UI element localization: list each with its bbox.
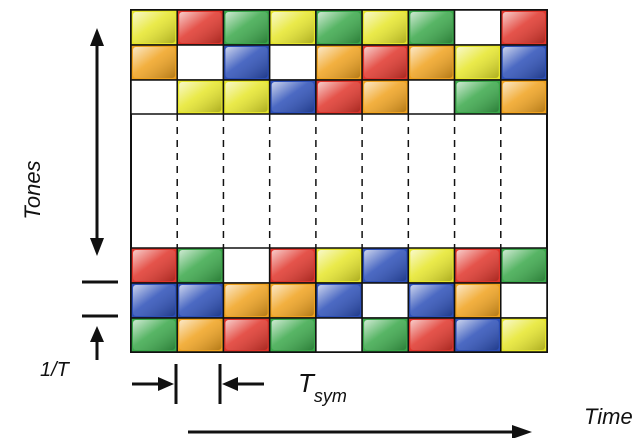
tone-cell-gloss (271, 320, 314, 350)
tone-cell-bottom-r2-c9-empty (500, 282, 548, 319)
tone-cell-gloss (502, 47, 545, 78)
tone-cell-gloss (456, 82, 499, 112)
tone-cell-gloss (410, 285, 453, 316)
tone-cell-gloss (225, 12, 268, 43)
tone-cell-gloss (317, 250, 361, 281)
tone-cell-gloss (271, 82, 314, 112)
tone-cell-gloss (179, 320, 222, 350)
symbol-period-label: Tsym (298, 368, 347, 406)
tone-cell-top-r2-c2-empty (176, 44, 225, 81)
tone-cell-gloss (179, 82, 222, 112)
tone-cell-gloss (133, 250, 176, 281)
tone-cell-gloss (133, 12, 176, 43)
tone-cell-gloss (456, 320, 499, 350)
tone-cell-gloss (317, 12, 361, 43)
tone-cell-gloss (502, 12, 545, 43)
tone-grid (130, 9, 548, 353)
tone-cell-gloss (364, 12, 407, 43)
tone-cell-gloss (271, 285, 314, 316)
tone-cell-bottom-r1-c3-empty (222, 247, 271, 284)
tone-cell-bottom-r3-c5-empty (315, 317, 363, 353)
tone-cell-gloss (271, 12, 314, 43)
tone-cell-gloss (502, 82, 545, 112)
y-axis-label: Tones (20, 160, 45, 219)
tone-cell-gloss (456, 285, 499, 316)
tone-cell-gloss (225, 285, 268, 316)
tone-cell-gloss (364, 250, 407, 281)
tone-cell-gloss (225, 320, 268, 350)
tone-cell-gloss (410, 47, 453, 78)
tone-cell-gloss (502, 320, 545, 350)
tone-cell-gloss (179, 12, 222, 43)
tone-cell-top-r3-c7-empty (407, 79, 456, 115)
time-axis-arrow (188, 425, 532, 438)
tone-cell-gloss (225, 47, 268, 78)
tone-cell-gloss (179, 250, 222, 281)
tone-cell-top-r2-c4-empty (268, 44, 317, 81)
tone-cell-gloss (133, 47, 176, 78)
tone-cell-gloss (410, 320, 453, 350)
tone-spacing-label: 1/T (40, 359, 71, 381)
tone-cell-gloss (364, 47, 407, 78)
tone-cell-gloss (317, 47, 361, 78)
tone-cell-gloss (271, 250, 314, 281)
tone-cell-top-r3-c1-empty (130, 79, 178, 115)
tone-cell-gloss (225, 82, 268, 112)
tone-cell-gloss (502, 250, 545, 281)
symbol-period-marker (132, 364, 264, 404)
tone-cell-gloss (364, 82, 407, 112)
tone-cell-bottom-r2-c6-empty (361, 282, 410, 319)
tone-spacing-marker (82, 280, 118, 360)
symbol-period-main: T (298, 368, 316, 398)
tone-cell-gloss (133, 285, 176, 316)
tone-cell-gloss (410, 250, 453, 281)
tone-cell-gloss (410, 12, 453, 43)
tones-axis-arrow (90, 28, 104, 256)
x-axis-label: Time (584, 404, 633, 429)
tone-cell-gloss (133, 320, 176, 350)
tone-cell-gloss (456, 250, 499, 281)
tone-cell-gloss (317, 82, 361, 112)
tone-cell-gloss (317, 285, 361, 316)
tone-cell-gloss (364, 320, 407, 350)
tone-cell-gloss (179, 285, 222, 316)
symbol-period-subscript: sym (314, 386, 347, 406)
tone-cell-top-r1-c8-empty (453, 9, 502, 46)
tone-cell-gloss (456, 47, 499, 78)
